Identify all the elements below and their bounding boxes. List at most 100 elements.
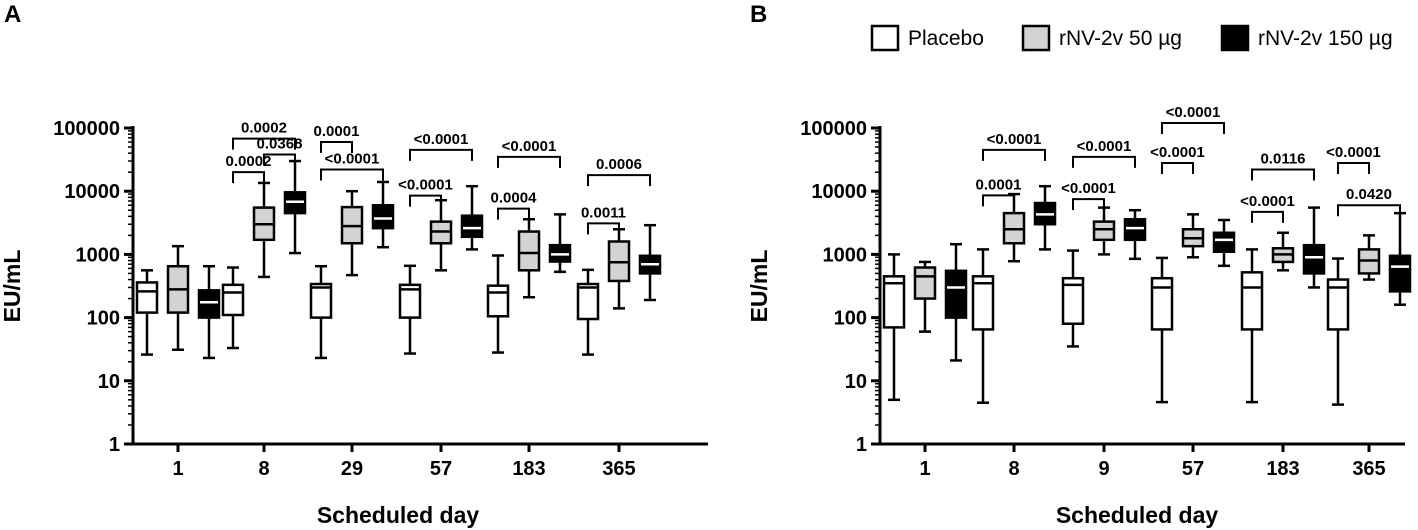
legend: Placebo rNV-2v 50 µg rNV-2v 150 µg (870, 24, 1393, 52)
x-axis-title: Scheduled day (317, 502, 480, 528)
y-tick-label: 10000 (64, 181, 120, 203)
p-value-label: 0.0001 (314, 123, 360, 140)
significance-bracket: 0.0002 (226, 153, 272, 184)
y-tick-label: 1 (856, 434, 867, 456)
p-value-label: 0.0368 (257, 136, 303, 153)
bracket-line (497, 207, 530, 220)
box-placebo-day-8 (971, 248, 995, 404)
bracket-line (982, 148, 1046, 161)
bracket-line (587, 174, 651, 187)
box-iqr (1212, 231, 1236, 254)
panel-b-letter: B (750, 1, 767, 28)
box-placebo-day-57 (398, 264, 422, 355)
p-value-label: <0.0001 (987, 131, 1042, 148)
box-rnv-2v-50-g-day-8 (252, 181, 276, 279)
legend-label-placebo: Placebo (908, 27, 984, 50)
box-iqr (1123, 217, 1147, 242)
significance-bracket: <0.0001 (409, 131, 473, 161)
box-iqr (576, 282, 600, 321)
p-value-label: <0.0001 (1166, 104, 1221, 121)
p-value-label: 0.0004 (491, 190, 538, 207)
y-axis-title: EU/mL (0, 250, 25, 323)
bracket-line (982, 194, 1015, 207)
box-rnv-2v-50-g-day-29 (340, 189, 364, 277)
x-tick-label: 183 (512, 458, 545, 480)
y-tick-label: 1000 (823, 244, 868, 266)
x-axis-title: Scheduled day (1056, 502, 1219, 528)
box-rnv-2v-150-g-day-1 (944, 242, 968, 362)
box-iqr (1326, 278, 1350, 331)
p-value-label: 0.0006 (596, 156, 642, 173)
box-iqr (398, 283, 422, 319)
significance-bracket: 0.0001 (314, 123, 360, 154)
legend-swatch-50ug (1021, 24, 1051, 52)
box-iqr (1092, 220, 1116, 242)
significance-bracket: 0.0368 (257, 136, 303, 166)
box-rnv-2v-150-g-day-57 (460, 184, 484, 251)
significance-bracket: <0.0001 (320, 151, 384, 181)
x-tick-label: 8 (258, 458, 269, 480)
significance-bracket: 0.0011 (581, 204, 626, 235)
x-tick-label: 57 (430, 458, 452, 480)
box-rnv-2v-150-g-day-183 (548, 213, 572, 274)
x-tick-label: 365 (1352, 458, 1385, 480)
box-iqr (913, 266, 937, 300)
box-rnv-2v-50-g-day-365 (1357, 234, 1381, 281)
box-rnv-2v-150-g-day-365 (638, 223, 662, 302)
p-value-label: <0.0001 (1240, 193, 1295, 210)
box-placebo-day-365 (1326, 257, 1350, 406)
p-value-label: <0.0001 (1326, 144, 1381, 161)
p-value-label: <0.0001 (1077, 138, 1132, 155)
y-tick-label: 10 (845, 371, 867, 393)
p-value-label: 0.0002 (226, 153, 272, 170)
bracket-line (497, 155, 561, 168)
significance-bracket: <0.0001 (1240, 193, 1295, 223)
significance-bracket: 0.0002 (232, 120, 296, 150)
y-tick-label: 1000 (76, 244, 121, 266)
bracket-line (1337, 204, 1401, 217)
significance-bracket: <0.0001 (1072, 138, 1136, 168)
bracket-line (1337, 161, 1370, 174)
x-tick-label: 365 (602, 458, 635, 480)
significance-bracket: <0.0001 (497, 138, 561, 168)
bracket-line (232, 171, 265, 184)
box-iqr (486, 284, 510, 318)
x-tick-label: 1 (172, 458, 183, 480)
box-iqr (221, 283, 245, 317)
box-rnv-2v-50-g-day-57 (1181, 213, 1205, 259)
x-tick-label: 1 (919, 458, 930, 480)
bracket-line (409, 148, 473, 161)
box-rnv-2v-50-g-day-1 (913, 260, 937, 333)
significance-bracket: <0.0001 (398, 177, 453, 207)
box-iqr (1388, 254, 1412, 293)
box-rnv-2v-50-g-day-9 (1092, 206, 1116, 256)
y-tick-label: 100000 (800, 118, 867, 140)
box-iqr (1302, 243, 1326, 275)
box-placebo-day-365 (576, 268, 600, 356)
box-iqr (460, 214, 484, 239)
x-tick-label: 29 (341, 458, 363, 480)
significance-bracket: <0.0001 (1150, 144, 1205, 174)
box-placebo-day-9 (1061, 249, 1085, 348)
box-iqr (309, 282, 333, 319)
y-tick-label: 10 (98, 371, 120, 393)
p-value-label: <0.0001 (1150, 144, 1205, 161)
significance-bracket: 0.0420 (1337, 186, 1401, 217)
box-rnv-2v-150-g-day-183 (1302, 206, 1326, 289)
p-value-label: 0.0001 (976, 176, 1022, 193)
box-rnv-2v-150-g-day-57 (1212, 218, 1236, 268)
p-value-label: <0.0001 (325, 151, 380, 168)
box-rnv-2v-150-g-day-8 (283, 159, 307, 255)
p-value-label: <0.0001 (1061, 180, 1116, 197)
box-iqr (135, 281, 159, 314)
box-rnv-2v-50-g-day-1 (166, 244, 190, 351)
panel-a-letter: A (4, 1, 21, 28)
y-tick-label: 100 (834, 308, 867, 330)
p-value-label: <0.0001 (398, 177, 453, 194)
bracket-line (263, 153, 296, 166)
y-tick-label: 1 (109, 434, 120, 456)
significance-bracket: <0.0001 (1326, 144, 1381, 174)
box-iqr (371, 203, 395, 230)
legend-label-50ug: rNV-2v 50 µg (1059, 27, 1182, 50)
y-tick-label: 100000 (53, 118, 120, 140)
